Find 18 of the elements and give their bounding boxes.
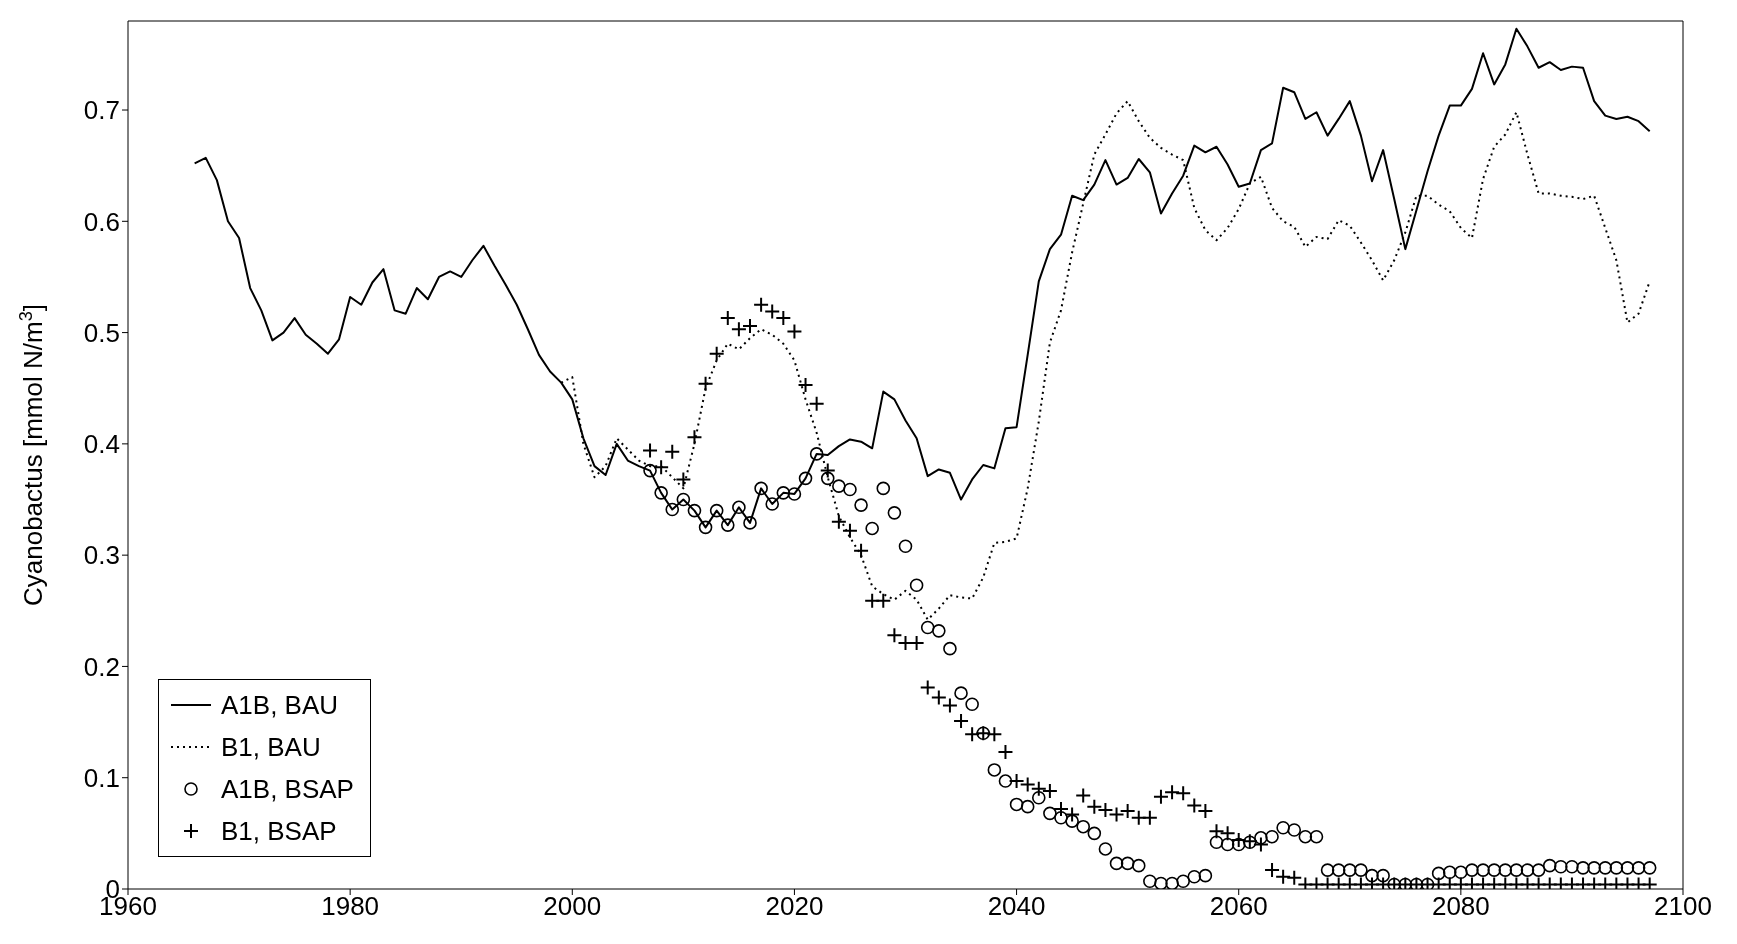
legend-label: B1, BAU bbox=[221, 731, 321, 763]
y-tick-label: 0.5 bbox=[83, 317, 120, 348]
legend-label: B1, BSAP bbox=[221, 815, 337, 847]
x-tick-label: 2020 bbox=[765, 891, 824, 922]
x-tick-label: 2080 bbox=[1431, 891, 1490, 922]
y-tick-label: 0.4 bbox=[83, 429, 120, 460]
x-tick-label: 2060 bbox=[1209, 891, 1268, 922]
y-tick-label: 0.7 bbox=[83, 95, 120, 126]
y-tick-label: 0.6 bbox=[83, 206, 120, 237]
x-tick-label: 2100 bbox=[1654, 891, 1712, 922]
y-tick-label: 0.3 bbox=[83, 540, 120, 571]
legend-label: A1B, BAU bbox=[221, 689, 339, 721]
legend-label: A1B, BSAP bbox=[221, 773, 354, 805]
y-tick-label: 0.1 bbox=[83, 762, 120, 793]
y-tick-label: 0.2 bbox=[83, 651, 120, 682]
x-tick-label: 2000 bbox=[543, 891, 602, 922]
x-tick-label: 2040 bbox=[987, 891, 1046, 922]
x-tick-label: 1980 bbox=[321, 891, 380, 922]
